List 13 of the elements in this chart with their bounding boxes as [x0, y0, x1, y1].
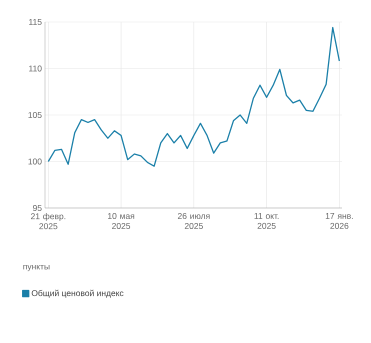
legend-label: Общий ценовой индекс: [32, 290, 124, 298]
y-tick-label: 105: [28, 112, 42, 118]
y-tick-label: 115: [29, 19, 42, 25]
x-tick-label: 21 февр. 2025: [30, 213, 66, 230]
y-tick-label: 110: [29, 66, 42, 72]
x-tick-label: 26 июля 2025: [178, 213, 210, 229]
x-tick-label: 11 окт. 2025: [254, 213, 279, 229]
x-tick-label: 17 янв. 2026: [326, 213, 353, 229]
y-tick-label: 100: [28, 158, 42, 164]
x-tick-label: 10 мая 2025: [108, 213, 134, 229]
y-axis-title: пункты: [23, 264, 50, 272]
y-tick-label: 95: [32, 205, 42, 211]
line-series: [48, 26, 340, 167]
